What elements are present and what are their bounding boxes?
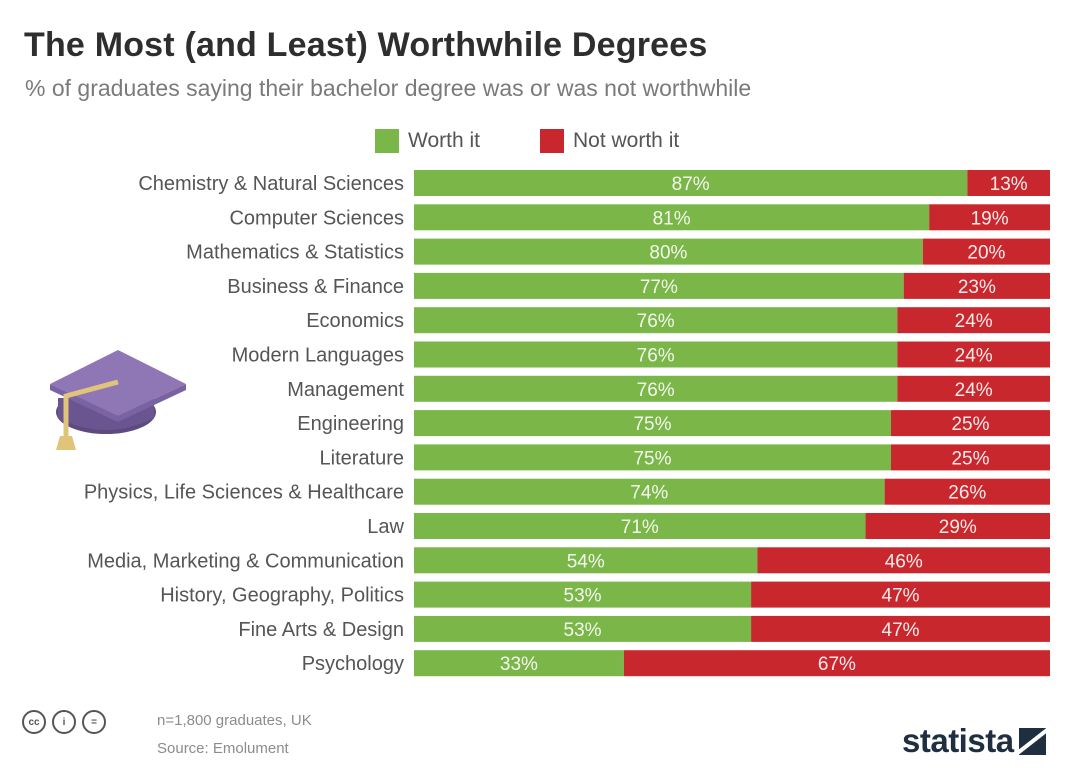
statista-mark-icon	[1018, 727, 1046, 755]
bar-not-worth-law	[865, 513, 1050, 539]
bar-not-worth-physics-life-sciences-healthcare	[884, 478, 1050, 505]
legend-swatch-worth	[375, 129, 399, 153]
data-label-worth-fine-arts-design: 53%	[564, 620, 602, 641]
bar-worth-modern-languages	[414, 341, 898, 368]
data-label-not-worth-media-marketing-communication: 46%	[885, 551, 923, 572]
data-label-worth-law: 71%	[621, 517, 659, 538]
category-label-modern-languages: Modern Languages	[232, 345, 404, 367]
data-label-worth-computer-sciences: 81%	[653, 208, 691, 229]
bar-not-worth-modern-languages	[897, 341, 1050, 368]
bars-group: Chemistry & Natural Sciences 87% 13% Comput…	[84, 170, 1050, 677]
data-label-worth-literature: 75%	[633, 448, 671, 469]
data-label-not-worth-engineering: 25%	[951, 414, 989, 435]
bar-worth-law	[414, 513, 866, 539]
bar-worth-physics-life-sciences-healthcare	[414, 478, 885, 505]
category-label-fine-arts-design: Fine Arts & Design	[238, 619, 404, 641]
bar-worth-computer-sciences	[414, 204, 930, 231]
data-label-worth-media-marketing-communication: 54%	[567, 551, 605, 572]
bar-not-worth-business-finance	[903, 272, 1050, 299]
sample-note: n=1,800 graduates, UK	[157, 712, 312, 729]
data-label-worth-history-geography-politics: 53%	[564, 586, 602, 607]
category-label-chemistry-natural-sciences: Chemistry & Natural Sciences	[138, 173, 404, 195]
category-label-literature: Literature	[320, 447, 405, 469]
data-label-not-worth-law: 29%	[939, 517, 977, 538]
data-label-worth-business-finance: 77%	[640, 277, 678, 298]
data-label-not-worth-economics: 24%	[955, 311, 993, 332]
bar-worth-economics	[414, 307, 898, 334]
category-label-law: Law	[367, 516, 404, 538]
source-note: Source: Emolument	[157, 740, 289, 757]
bar-worth-business-finance	[414, 272, 904, 299]
bar-worth-history-geography-politics	[414, 581, 752, 608]
legend-label-worth: Worth it	[408, 129, 480, 152]
bar-chart: Chemistry & Natural Sciences 87% 13% Comput…	[50, 170, 1050, 677]
chart-subtitle: % of graduates saying their bachelor deg…	[25, 75, 752, 101]
data-label-worth-management: 76%	[637, 380, 675, 401]
category-label-physics-life-sciences-healthcare: Physics, Life Sciences & Healthcare	[84, 482, 404, 504]
data-label-not-worth-history-geography-politics: 47%	[882, 586, 920, 607]
bar-not-worth-history-geography-politics	[751, 581, 1050, 608]
bar-worth-psychology	[414, 650, 624, 677]
bar-not-worth-media-marketing-communication	[757, 547, 1050, 574]
brand-name: statista	[902, 722, 1014, 759]
bar-not-worth-chemistry-natural-sciences	[967, 170, 1050, 196]
statista-logo[interactable]: statista	[902, 722, 1046, 760]
data-label-worth-mathematics-statistics: 80%	[649, 243, 687, 264]
bar-not-worth-fine-arts-design	[751, 615, 1050, 642]
category-label-history-geography-politics: History, Geography, Politics	[160, 585, 404, 607]
category-label-computer-sciences: Computer Sciences	[229, 207, 404, 229]
bar-worth-literature	[414, 444, 891, 471]
data-label-worth-psychology: 33%	[500, 654, 538, 675]
data-label-not-worth-psychology: 67%	[818, 654, 856, 675]
category-label-engineering: Engineering	[297, 413, 404, 435]
legend-item-not-worth: Not worth it	[540, 126, 679, 156]
category-label-mathematics-statistics: Mathematics & Statistics	[186, 242, 404, 264]
bar-not-worth-mathematics-statistics	[922, 238, 1050, 265]
by-icon: i	[52, 710, 76, 734]
category-label-management: Management	[287, 379, 404, 401]
bar-worth-media-marketing-communication	[414, 547, 758, 574]
legend-item-worth: Worth it	[375, 126, 480, 156]
bar-not-worth-economics	[897, 307, 1050, 334]
data-label-not-worth-literature: 25%	[951, 448, 989, 469]
graduation-cap-icon	[50, 350, 186, 450]
data-label-not-worth-mathematics-statistics: 20%	[967, 243, 1005, 264]
category-label-economics: Economics	[306, 310, 404, 332]
bar-not-worth-psychology	[623, 650, 1050, 677]
data-label-not-worth-fine-arts-design: 47%	[882, 620, 920, 641]
data-label-worth-economics: 76%	[637, 311, 675, 332]
nd-icon: =	[82, 710, 106, 734]
category-label-media-marketing-communication: Media, Marketing & Communication	[87, 550, 404, 572]
bar-worth-engineering	[414, 410, 891, 437]
bar-worth-management	[414, 375, 898, 402]
bar-worth-fine-arts-design	[414, 615, 752, 642]
cc-icon: cc	[22, 710, 46, 734]
bar-not-worth-computer-sciences	[929, 204, 1050, 231]
legend-swatch-not-worth	[540, 129, 564, 153]
data-label-not-worth-business-finance: 23%	[958, 277, 996, 298]
data-label-not-worth-management: 24%	[955, 380, 993, 401]
bar-not-worth-literature	[891, 444, 1050, 471]
category-label-psychology: Psychology	[302, 653, 404, 675]
category-label-business-finance: Business & Finance	[227, 276, 404, 298]
chart-title: The Most (and Least) Worthwhile Degrees	[24, 26, 708, 64]
bar-worth-chemistry-natural-sciences	[414, 170, 968, 196]
data-label-worth-modern-languages: 76%	[637, 346, 675, 367]
data-label-worth-physics-life-sciences-healthcare: 74%	[630, 483, 668, 504]
license-icons: cc i =	[22, 710, 112, 734]
legend-label-not-worth: Not worth it	[573, 129, 680, 152]
data-label-not-worth-physics-life-sciences-healthcare: 26%	[948, 483, 986, 504]
data-label-not-worth-computer-sciences: 19%	[971, 208, 1009, 229]
bar-not-worth-management	[897, 375, 1050, 402]
bar-worth-mathematics-statistics	[414, 238, 923, 265]
data-label-worth-engineering: 75%	[633, 414, 671, 435]
data-label-not-worth-chemistry-natural-sciences: 13%	[990, 174, 1028, 195]
bar-not-worth-engineering	[891, 410, 1050, 437]
data-label-not-worth-modern-languages: 24%	[955, 346, 993, 367]
data-label-worth-chemistry-natural-sciences: 87%	[672, 174, 710, 195]
